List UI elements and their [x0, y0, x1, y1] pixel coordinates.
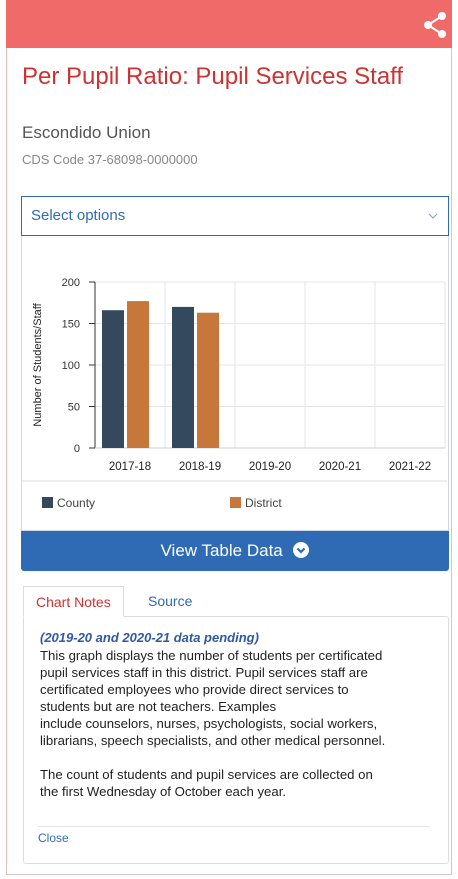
- note-line: include counselors, nurses, psychologist…: [40, 716, 378, 731]
- title: Per Pupil Ratio: Pupil Services Staff: [22, 63, 404, 90]
- bar: [197, 312, 219, 448]
- chevron-circle: [293, 542, 310, 558]
- chart: 0 50 100 150 200 Number of Students/Staff 2017…: [22, 277, 447, 510]
- legend-swatch: [42, 497, 53, 508]
- x-tick-label: 2018-19: [179, 461, 221, 473]
- notes-panel: [23, 616, 449, 864]
- note-line: The count of students and pupil services…: [40, 767, 373, 782]
- bar: [172, 306, 194, 448]
- tab[interactable]: Source: [148, 593, 193, 609]
- x-tick-label: 2020-21: [319, 461, 361, 473]
- note-line: certificated employees who provide direc…: [40, 682, 349, 697]
- divider: [38, 826, 430, 827]
- y-axis-label: Number of Students/Staff: [32, 302, 44, 426]
- y-tick-label: 0: [74, 443, 80, 455]
- note-line: students but are not teachers. Examples: [40, 699, 277, 714]
- button-label: View Table Data: [160, 541, 283, 560]
- chevron: [428, 213, 438, 219]
- cds-code: CDS Code 37-68098-0000000: [22, 152, 198, 167]
- select-label: Select options: [31, 207, 126, 224]
- card: [6, 0, 452, 875]
- note-line: librarians, speech specialists, and othe…: [40, 733, 386, 748]
- tab[interactable]: Chart Notes: [23, 586, 124, 617]
- view-table-button[interactable]: View Table Data: [21, 531, 449, 571]
- legend-label: District: [245, 496, 282, 510]
- select-options[interactable]: Select options: [21, 196, 449, 236]
- note-line: This graph displays the number of studen…: [40, 648, 383, 663]
- chart-panel: [21, 236, 449, 531]
- x-tick-label: 2019-20: [249, 461, 291, 473]
- bar: [102, 310, 124, 448]
- legend-swatch: [230, 497, 241, 508]
- x-tick-label: 2017-18: [109, 461, 151, 473]
- y-tick-label: 100: [62, 360, 80, 372]
- y-tick-label: 50: [68, 402, 80, 414]
- legend-label: County: [57, 496, 95, 510]
- top-bar: [6, 0, 452, 48]
- x-tick-label: 2021-22: [389, 461, 431, 473]
- close-link[interactable]: Close: [38, 831, 69, 845]
- y-tick-label: 200: [62, 277, 80, 289]
- pending-note: (2019-20 and 2020-21 data pending): [40, 630, 259, 645]
- share-icon[interactable]: [420, 10, 450, 40]
- y-tick-label: 150: [62, 319, 80, 331]
- note-line: the first Wednesday of October each year…: [40, 784, 287, 799]
- bar: [127, 301, 149, 448]
- note-line: pupil services staff in this district. P…: [40, 665, 368, 680]
- district-name: Escondido Union: [22, 123, 151, 142]
